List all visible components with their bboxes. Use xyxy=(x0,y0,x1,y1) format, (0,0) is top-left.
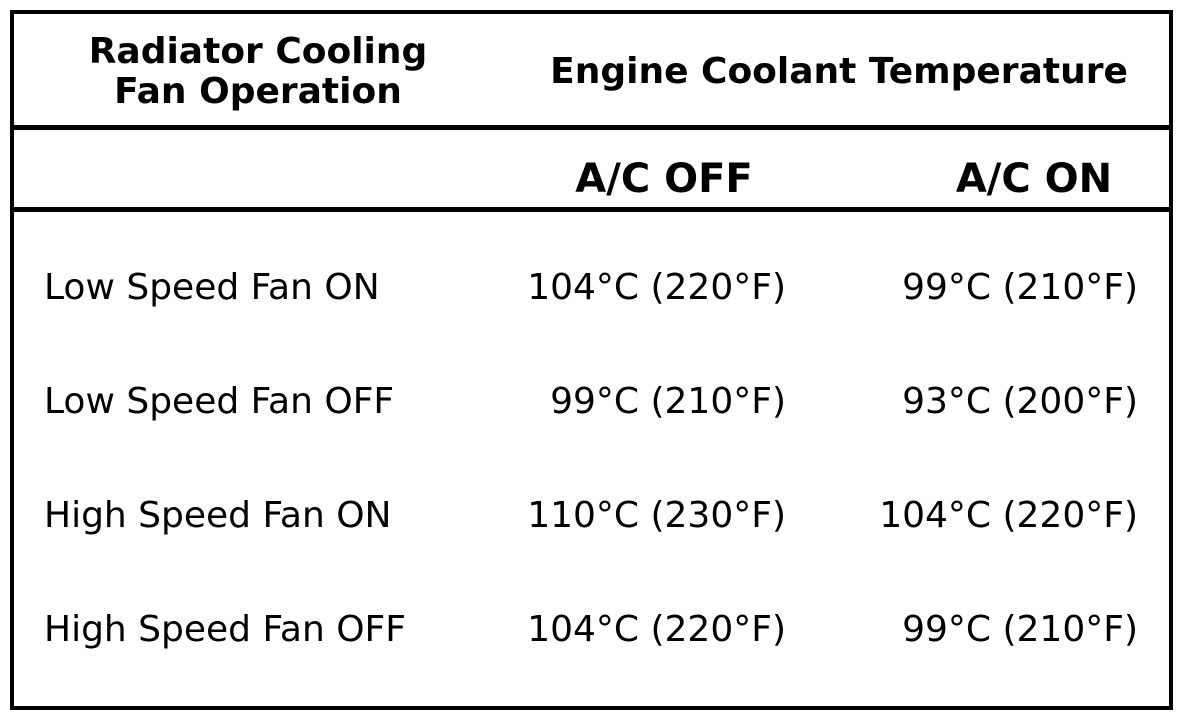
fan-operation-table: Radiator Cooling Fan Operation Engine Co… xyxy=(10,10,1173,710)
ac-off-value: 104°C (220°F) xyxy=(527,609,786,650)
header-fan-operation-line1: Radiator Cooling xyxy=(88,31,428,72)
table-row: High Speed Fan ON 110°C (230°F) 104°C (2… xyxy=(14,486,1169,546)
row-label: Low Speed Fan OFF xyxy=(44,381,395,422)
table-row: Low Speed Fan ON 104°C (220°F) 99°C (210… xyxy=(14,258,1169,318)
header-divider xyxy=(14,125,1169,130)
header-engine-coolant-temperature: Engine Coolant Temperature xyxy=(550,51,1128,92)
row-label: High Speed Fan ON xyxy=(44,495,392,536)
subheader-divider xyxy=(14,207,1169,212)
ac-on-value: 93°C (200°F) xyxy=(902,381,1138,422)
ac-off-value: 104°C (220°F) xyxy=(527,267,786,308)
header-ac-off: A/C OFF xyxy=(575,156,753,202)
ac-on-value: 99°C (210°F) xyxy=(902,267,1138,308)
header-fan-operation: Radiator Cooling Fan Operation xyxy=(68,32,448,112)
row-label: High Speed Fan OFF xyxy=(44,609,406,650)
header-ac-on: A/C ON xyxy=(955,156,1113,202)
table-row: High Speed Fan OFF 104°C (220°F) 99°C (2… xyxy=(14,600,1169,660)
ac-off-value: 99°C (210°F) xyxy=(550,381,786,422)
ac-off-value: 110°C (230°F) xyxy=(527,495,786,536)
ac-on-value: 99°C (210°F) xyxy=(902,609,1138,650)
ac-on-value: 104°C (220°F) xyxy=(879,495,1138,536)
header-fan-operation-line2: Fan Operation xyxy=(114,71,402,112)
row-label: Low Speed Fan ON xyxy=(44,267,380,308)
table-row: Low Speed Fan OFF 99°C (210°F) 93°C (200… xyxy=(14,372,1169,432)
